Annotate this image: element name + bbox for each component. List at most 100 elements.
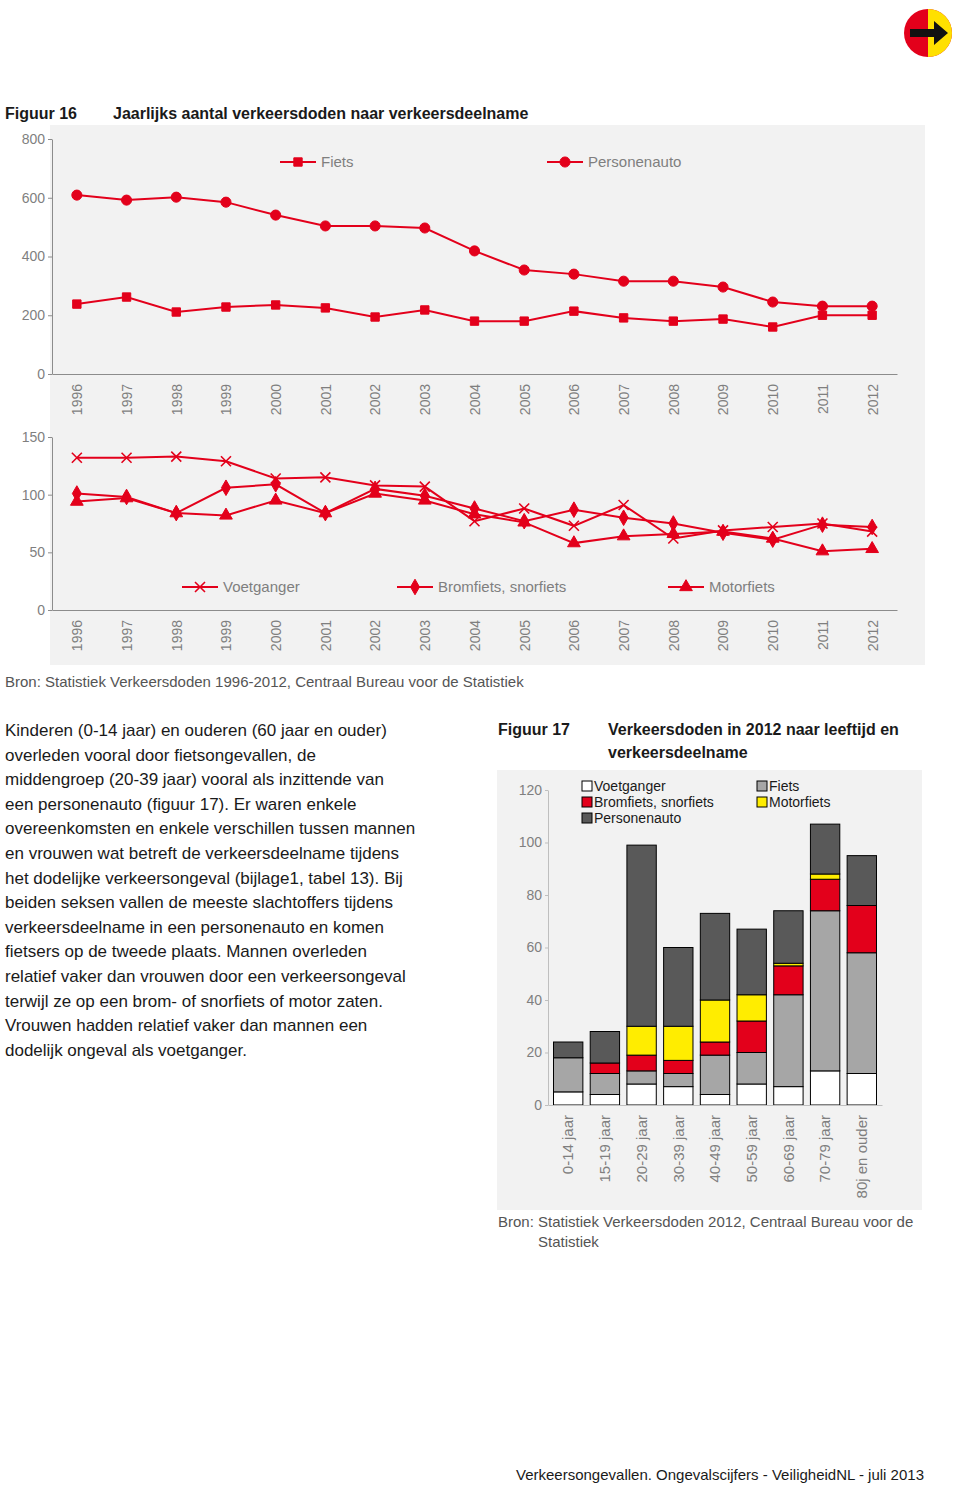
tick: 600 <box>22 190 52 206</box>
tick: 120 <box>519 782 548 798</box>
tick: 2001 <box>318 374 334 415</box>
bar-segment <box>627 1026 656 1055</box>
tick: 0 <box>37 602 52 618</box>
page: Figuur 16Jaarlijks aantal verkeersdoden … <box>0 0 960 1487</box>
tick-label: 1996 <box>69 620 85 651</box>
tick-label: 400 <box>22 248 46 264</box>
series-line <box>77 195 872 306</box>
chart-background <box>50 425 925 665</box>
tick-label: 20 <box>526 1044 542 1060</box>
bar-segment <box>810 1071 839 1105</box>
tick-mark <box>48 315 52 316</box>
marker <box>72 190 82 200</box>
marker <box>719 315 727 323</box>
tick-label: 2009 <box>715 384 731 415</box>
tick-label: 0-14 jaar <box>559 1115 576 1174</box>
tick: 60-69 jaar <box>780 1105 797 1183</box>
tick-label: 2011 <box>815 620 831 650</box>
tick: 1999 <box>218 374 234 415</box>
marker <box>220 508 233 519</box>
tick: 40 <box>526 992 548 1008</box>
bar-segment <box>590 1074 619 1095</box>
marker <box>418 493 431 504</box>
figure-label: Figuur 16 <box>5 105 77 122</box>
tick-label: 40 <box>526 992 542 1008</box>
marker <box>470 317 478 325</box>
text-line: verkeersdeelname <box>608 744 748 761</box>
tick: 2002 <box>367 374 383 415</box>
tick: 0 <box>37 366 52 382</box>
bar-segment <box>847 1074 876 1106</box>
tick-label: 50 <box>29 544 45 560</box>
tick-mark <box>48 374 52 375</box>
tick-label: 2006 <box>566 620 582 651</box>
bar-segment <box>700 913 729 1000</box>
legend-label: Bromfiets, snorfiets <box>438 578 566 595</box>
legend-label: Personenauto <box>594 810 681 826</box>
marker <box>868 519 877 535</box>
y-axis: 0200400600800 <box>22 131 53 382</box>
marker <box>271 301 279 309</box>
tick-label: 600 <box>22 190 46 206</box>
bar-segment <box>700 1000 729 1042</box>
legend-marker <box>560 157 570 167</box>
y-axis: 020406080100120 <box>519 782 549 1113</box>
tick-label: 2007 <box>616 384 632 415</box>
marker <box>171 192 181 202</box>
tick: 30-39 jaar <box>670 1105 687 1183</box>
axis-line <box>549 1105 883 1106</box>
tick-label: 2005 <box>517 620 533 651</box>
marker <box>221 197 231 207</box>
bar-segment <box>774 911 803 964</box>
bar-segment <box>810 879 839 911</box>
plot-area <box>554 824 877 1105</box>
tick: 2004 <box>467 610 483 651</box>
tick: 2003 <box>417 610 433 651</box>
tick-label: 15-19 jaar <box>596 1115 613 1183</box>
tick-mark <box>545 1105 548 1106</box>
series-line <box>77 484 872 539</box>
tick: 50-59 jaar <box>743 1105 760 1183</box>
tick-label: 2000 <box>268 384 284 415</box>
marker <box>271 477 280 493</box>
chart-background <box>50 125 925 425</box>
marker <box>619 314 627 322</box>
tick: 15-19 jaar <box>596 1105 613 1183</box>
bar-segment <box>627 845 656 1026</box>
legend: VoetgangerFietsBromfiets, snorfietsMotor… <box>582 778 830 826</box>
marker <box>319 506 332 517</box>
tick-label: 2001 <box>318 384 334 415</box>
marker <box>518 515 531 526</box>
paragraph-line: dodelijk ongeval als voetganger. <box>5 1041 247 1060</box>
marker <box>668 276 678 286</box>
bar-segment <box>554 1058 583 1092</box>
tick: 2004 <box>467 374 483 415</box>
tick-mark <box>48 552 52 553</box>
bar-segment <box>590 1095 619 1106</box>
marker <box>271 210 281 220</box>
tick: 2010 <box>765 610 781 651</box>
legend: VoetgangerBromfiets, snorfietsMotorfiets <box>182 578 775 595</box>
paragraph-line: middengroep (20-39 jaar) vooral als inzi… <box>5 770 384 789</box>
bar-segment <box>847 906 876 953</box>
chart-title: Verkeersdoden in 2012 naar leeftijd enve… <box>608 721 899 761</box>
tick-label: 2008 <box>666 620 682 651</box>
tick: 1997 <box>119 374 135 415</box>
tick: 2008 <box>666 374 682 415</box>
tick: 100 <box>22 487 52 503</box>
tick: 2005 <box>517 610 533 651</box>
tick: 0-14 jaar <box>559 1105 576 1174</box>
bar-segment <box>810 824 839 874</box>
bar-segment <box>774 966 803 995</box>
tick-label: 1998 <box>169 384 185 415</box>
series-line <box>77 494 872 552</box>
tick: 2010 <box>765 374 781 415</box>
tick-label: 2009 <box>715 620 731 651</box>
tick-label: 80j en ouder <box>853 1115 870 1198</box>
tick-mark <box>545 790 548 791</box>
legend-label: Motorfiets <box>769 794 830 810</box>
legend-label: Voetganger <box>223 578 300 595</box>
marker <box>122 195 132 205</box>
marker <box>718 282 728 292</box>
tick-label: 1999 <box>218 620 234 651</box>
